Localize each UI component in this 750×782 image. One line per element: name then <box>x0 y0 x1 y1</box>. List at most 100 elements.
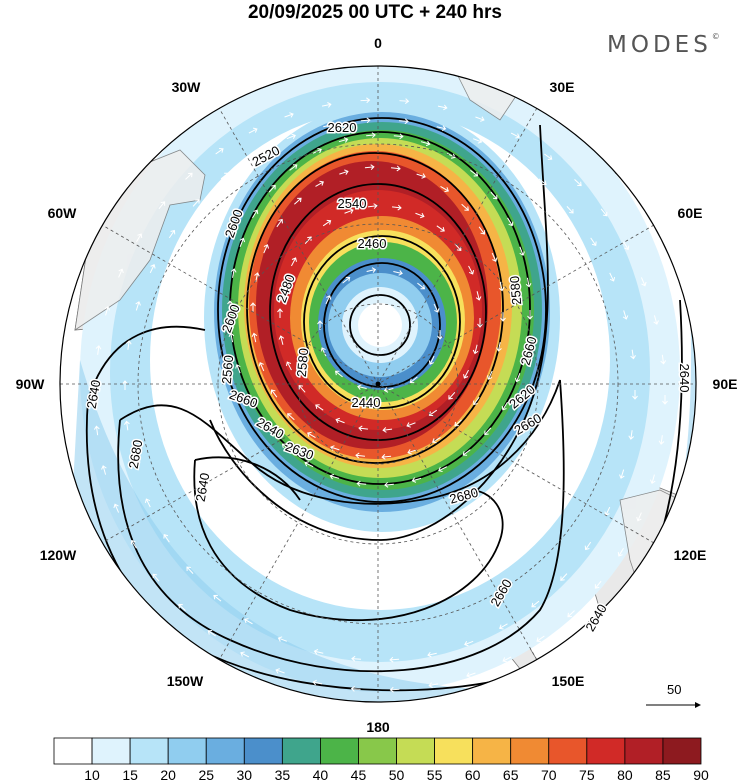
wind-arrow <box>252 209 259 219</box>
wind-arrow <box>323 122 333 129</box>
wind-arrow <box>448 391 456 400</box>
wind-arrow <box>248 127 258 134</box>
wind-arrow <box>500 312 506 322</box>
wind-arrow <box>366 267 377 273</box>
wind-arrow <box>389 686 400 693</box>
colorbar-tick-label: 70 <box>541 767 557 782</box>
contour-2480 <box>303 235 461 409</box>
wind-arrow <box>475 291 482 301</box>
colorbar-swatch <box>624 737 664 765</box>
wind-arrow <box>163 534 170 543</box>
wind-arrow <box>278 335 285 345</box>
contour-label: 2440 <box>352 395 381 410</box>
wind-arrow <box>275 668 285 674</box>
colorbar-swatch <box>396 737 435 765</box>
wind-arrow <box>130 539 137 549</box>
wind-arrow <box>312 679 323 686</box>
wind-arrow <box>393 270 403 276</box>
contour-label: 2680 <box>126 439 146 470</box>
wind-arrow <box>486 370 493 380</box>
wind-arrow <box>286 133 296 140</box>
colorbar-tick-label: 85 <box>655 767 671 782</box>
wind-arrow <box>360 97 371 104</box>
wind-arrow <box>207 630 216 637</box>
wind-arrow <box>437 104 448 111</box>
wind-arrow <box>355 452 365 459</box>
colorbar-swatch <box>167 737 207 765</box>
wind-arrow <box>437 330 443 340</box>
wind-arrow <box>122 380 128 390</box>
map-border <box>59 65 697 703</box>
wind-arrow <box>538 178 547 186</box>
wind-arrow <box>291 257 297 267</box>
wind-arrow <box>433 303 440 313</box>
colorbar-swatch <box>320 737 359 765</box>
wind-arrow <box>185 172 193 180</box>
wind-arrow <box>285 361 292 371</box>
colorbar-tick-label: 60 <box>465 767 481 782</box>
wind-arrow <box>244 618 253 625</box>
wind-arrow <box>523 342 530 352</box>
wind-arrow <box>315 180 324 187</box>
colorbar-tick-label: 20 <box>160 767 176 782</box>
wind-arrow <box>428 409 438 417</box>
wind-arrow <box>544 153 553 160</box>
wind-arrow <box>653 315 659 325</box>
wind-arrow <box>168 229 176 239</box>
colorbar-tick-label: 50 <box>389 767 405 782</box>
wind-arrow <box>566 206 574 214</box>
colorbar-tick-label: 65 <box>503 767 519 782</box>
wind-arrow <box>466 672 476 678</box>
wind-arrow <box>514 373 521 383</box>
pole-marker <box>375 381 381 387</box>
wind-arrow <box>304 236 312 245</box>
colorbar-swatch <box>548 737 588 765</box>
contour-label: 2460 <box>358 236 387 251</box>
colorbar-tick-label: 75 <box>579 767 595 782</box>
wind-arrow <box>393 133 404 140</box>
wind-arrow <box>470 169 479 177</box>
wind-arrow <box>135 301 141 311</box>
contour-label: 2640 <box>84 379 104 410</box>
wind-arrow <box>501 401 508 411</box>
wind-arrow <box>417 282 426 290</box>
wind-arrow <box>351 655 361 662</box>
wind-arrow <box>149 264 156 274</box>
contour-2560 <box>246 152 504 464</box>
contour-label: 2640 <box>193 472 213 503</box>
wind-arrow <box>427 651 437 658</box>
wind-arrow <box>230 268 237 278</box>
wind-arrow <box>584 541 592 551</box>
wind-arrow <box>436 225 445 232</box>
wind-arrow <box>536 635 545 643</box>
copyright-mark: © <box>711 32 720 41</box>
wind-arrow <box>567 610 575 618</box>
wind-arrow <box>367 203 378 209</box>
wind-arrow <box>313 649 324 655</box>
longitude-labels: 0 30E 60E 90E 120E 150E 180 150W 120W 90W 60W 30W <box>16 35 738 735</box>
wind-arrow <box>531 600 540 608</box>
wind-arrow <box>364 164 375 171</box>
wind-arrow <box>294 197 302 205</box>
wind-arrow <box>250 302 256 312</box>
contour-label: 2540 <box>338 196 367 211</box>
wind-arrow <box>277 308 283 318</box>
wind-arrow <box>339 169 349 175</box>
wind-arrow <box>289 164 298 171</box>
colorbar-tick-label: 40 <box>313 767 329 782</box>
colorbar-swatch <box>358 737 397 765</box>
wind-arrow <box>213 594 222 602</box>
colorbar-swatch <box>662 737 702 765</box>
wind-arrow <box>186 566 194 574</box>
wind-arrow <box>262 420 270 429</box>
wind-arrow <box>215 147 224 155</box>
wind-arrow <box>360 117 371 124</box>
wind-arrow <box>304 461 314 468</box>
wind-arrow <box>268 184 276 193</box>
wind-arrow <box>446 152 456 159</box>
wind-arrow <box>630 349 636 360</box>
colorbar-tick-label: 45 <box>351 767 367 782</box>
wind-arrow <box>484 427 492 436</box>
wind-arrow <box>239 237 246 247</box>
wind-arrow <box>525 277 532 288</box>
